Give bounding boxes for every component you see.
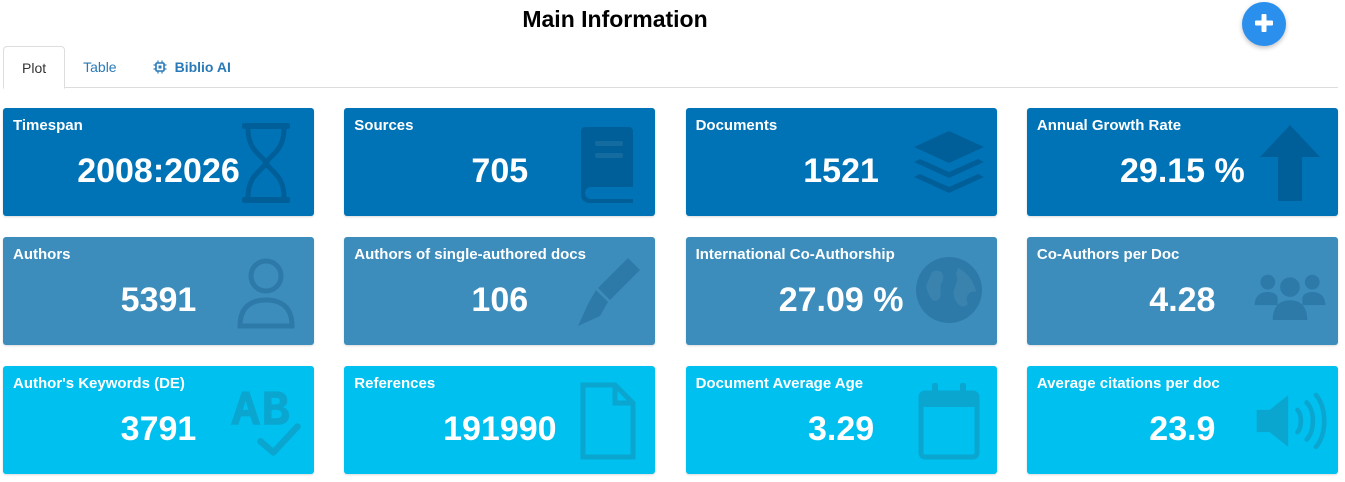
card-coauthors-per-doc: Co-Authors per Doc 4.28 [1026,237,1338,345]
card-value: 106 [471,281,529,319]
volume-icon [1250,376,1330,466]
book-icon [567,118,647,208]
tab-label: Biblio AI [174,59,231,75]
card-sources: Sources 705 [344,108,656,216]
pen-nib-icon [567,247,647,337]
info-cards-grid: Timespan 2008:2026 Sources 705 Documents… [3,108,1338,474]
plus-icon [1253,12,1275,37]
card-label: Documents [695,117,778,134]
card-timespan: Timespan 2008:2026 [3,108,314,216]
user-icon [226,247,306,337]
tab-biblio-ai[interactable]: Biblio AI [135,46,249,88]
page-title: Main Information [522,6,708,32]
hourglass-icon [226,118,306,208]
card-label: Average citations per doc [1036,375,1220,392]
tab-label: Table [83,59,117,75]
card-value: 3.29 [808,410,875,448]
card-value: 27.09 % [778,281,904,319]
card-references: References 191990 [344,366,656,474]
card-value: 3791 [120,410,197,448]
card-value: 29.15 % [1120,152,1245,190]
card-label: References [354,375,436,392]
tab-plot[interactable]: Plot [3,46,66,89]
card-label: Timespan [13,117,83,134]
card-value: 705 [471,152,529,190]
card-label: Author's Keywords (DE) [13,375,185,392]
card-documents: Documents 1521 [685,108,997,216]
card-value: 23.9 [1149,410,1216,448]
card-average-citations: Average citations per doc 23.9 [1026,366,1338,474]
layers-icon [909,118,989,208]
card-label: Authors [13,246,71,263]
card-authors: Authors 5391 [3,237,314,345]
card-value: 2008:2026 [77,152,240,190]
tab-table[interactable]: Table [65,46,134,88]
card-label: Document Average Age [695,375,864,392]
card-international-coauthorship: International Co-Authorship 27.09 % [685,237,997,345]
users-icon [1250,247,1330,337]
card-value: 1521 [803,152,879,190]
spell-check-icon [226,376,306,466]
card-annual-growth-rate: Annual Growth Rate 29.15 % [1026,108,1338,216]
card-label: Sources [354,117,414,134]
card-label: International Co-Authorship [695,246,895,263]
card-value: 191990 [443,410,557,448]
calendar-icon [909,376,989,466]
chip-icon [153,60,167,74]
card-label: Annual Growth Rate [1036,117,1182,134]
add-button[interactable] [1242,2,1286,46]
file-icon [567,376,647,466]
card-document-average-age: Document Average Age 3.29 [685,366,997,474]
arrow-up-icon [1250,118,1330,208]
card-label: Co-Authors per Doc [1036,246,1180,263]
tab-bar: Plot Table Biblio AI [3,46,1338,89]
card-value: 5391 [120,281,197,319]
card-label: Authors of single-authored docs [354,246,586,263]
card-single-authored: Authors of single-authored docs 106 [344,237,656,345]
globe-icon [909,247,989,337]
card-value: 4.28 [1149,281,1216,319]
card-authors-keywords: Author's Keywords (DE) 3791 [3,366,314,474]
tab-label: Plot [22,59,47,76]
